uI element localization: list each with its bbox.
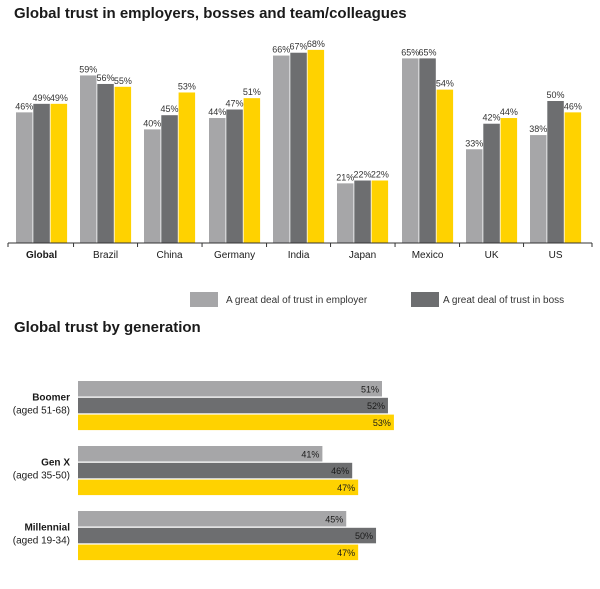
bar-china-s1 [161,115,178,243]
bar-uk-s2 [500,118,518,243]
bar-china-s0 [144,129,161,243]
bar-japan-s1 [354,180,371,243]
category-label-china: China [156,250,183,261]
bar-japan-s2 [371,180,389,243]
data-label-china-s0: 40% [143,118,161,128]
legend-label-1: A great deal of trust in boss [443,295,564,306]
bar-germany-s2 [243,98,261,243]
bar-germany-s1 [226,109,243,244]
hbar-millennial-s0 [78,511,347,527]
generation-label-boomer: Boomer [32,393,70,404]
bar-global-s1 [33,103,50,243]
category-label-uk: UK [485,250,499,261]
data-label-brazil-s1: 56% [97,73,115,83]
bar-japan-s0 [337,183,354,243]
hbar-gen-x-s1 [78,462,353,479]
data-label-india-s0: 66% [272,45,290,55]
hbar-gen-x-s2 [78,479,359,496]
bar-us-s0 [530,135,547,243]
data-label-global-s2: 49% [50,93,68,103]
bar-mexico-s0 [402,58,419,244]
hbar-millennial-s1 [78,527,377,544]
data-label-us-s1: 50% [547,90,565,100]
data-label-mexico-s2: 54% [436,79,454,89]
data-label-japan-s1: 22% [354,170,372,180]
data-label-brazil-s0: 59% [79,64,97,74]
data-label-uk-s2: 44% [500,107,518,117]
data-label-japan-s0: 21% [336,172,354,182]
data-label-japan-s2: 22% [371,170,389,180]
bar-us-s2 [564,112,582,243]
category-label-global: Global [26,250,57,261]
generation-age-gen-x: (aged 35-50) [13,471,70,482]
bar-uk-s1 [483,123,500,243]
bar-global-s2 [50,103,68,243]
hbar-label-boomer-s0: 51% [361,384,379,394]
hbar-boomer-s0 [78,381,382,397]
bar-brazil-s0 [80,75,97,243]
data-label-germany-s1: 47% [226,99,244,109]
bar-uk-s0 [466,149,483,243]
data-label-global-s1: 49% [33,93,51,103]
category-label-germany: Germany [214,250,255,261]
hbar-label-gen-x-s2: 47% [337,483,355,493]
category-label-india: India [288,250,310,261]
hbar-gen-x-s0 [78,446,323,462]
bar-india-s2 [307,49,325,243]
data-label-uk-s0: 33% [465,138,483,148]
bar-us-s1 [547,101,564,243]
category-label-us: US [549,250,563,261]
hbar-label-millennial-s1: 50% [355,531,373,541]
data-label-germany-s2: 51% [243,87,261,97]
data-label-mexico-s1: 65% [419,47,437,57]
hbar-label-boomer-s1: 52% [367,401,385,411]
bar-mexico-s2 [436,89,454,243]
hbar-label-millennial-s2: 47% [337,548,355,558]
hbar-label-boomer-s2: 53% [373,418,391,428]
data-label-india-s2: 68% [307,39,325,49]
bar-india-s1 [290,52,307,243]
generation-age-boomer: (aged 51-68) [13,406,70,417]
data-label-brazil-s2: 55% [114,76,132,86]
bar-brazil-s1 [97,83,114,244]
category-label-japan: Japan [349,250,376,261]
data-label-germany-s0: 44% [208,107,226,117]
data-label-china-s2: 53% [178,81,196,91]
bar-china-s2 [178,92,196,243]
data-label-uk-s1: 42% [483,113,501,123]
bar-global-s0 [16,112,33,243]
hbar-millennial-s2 [78,544,359,561]
legend-swatch-0 [190,292,218,307]
data-label-us-s2: 46% [564,101,582,111]
hbar-boomer-s1 [78,397,388,414]
data-label-china-s1: 45% [161,104,179,114]
bar-india-s0 [273,55,290,244]
data-label-global-s0: 46% [15,101,33,111]
bar-brazil-s2 [114,86,132,243]
bar-germany-s0 [209,118,226,243]
legend-swatch-1 [411,292,439,307]
category-label-mexico: Mexico [412,250,444,261]
hbar-label-millennial-s0: 45% [325,514,343,524]
bar-mexico-s1 [419,58,436,244]
legend-label-0: A great deal of trust in employer [226,295,368,306]
generation-label-millennial: Millennial [24,523,70,534]
hbar-boomer-s2 [78,414,394,431]
chart1-title: Global trust in employers, bosses and te… [14,5,407,22]
hbar-label-gen-x-s0: 41% [301,449,319,459]
chart2-title: Global trust by generation [14,319,201,336]
data-label-india-s1: 67% [290,42,308,52]
generation-label-gen-x: Gen X [41,458,70,469]
data-label-mexico-s0: 65% [401,47,419,57]
hbar-label-gen-x-s1: 46% [331,466,349,476]
generation-age-millennial: (aged 19-34) [13,536,70,547]
data-label-us-s0: 38% [529,124,547,134]
category-label-brazil: Brazil [93,250,118,261]
